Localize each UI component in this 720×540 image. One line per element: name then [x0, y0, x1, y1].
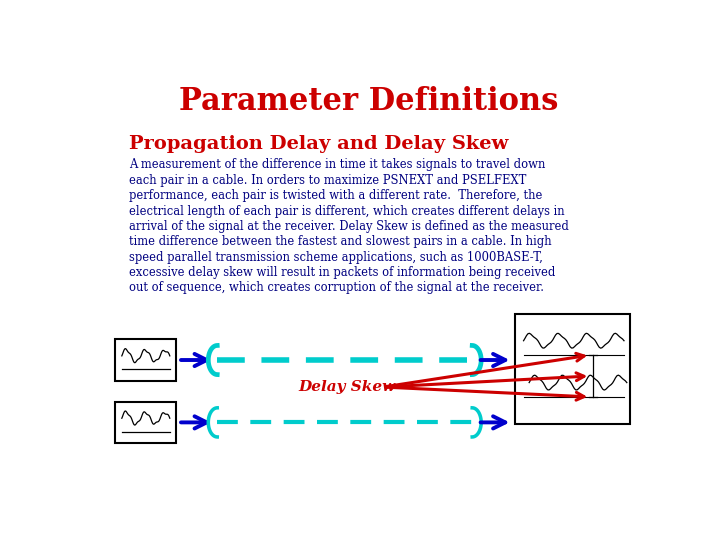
Text: A measurement of the difference in time it takes signals to travel down: A measurement of the difference in time … — [129, 158, 546, 171]
Bar — [115, 402, 176, 443]
Text: excessive delay skew will result in packets of information being received: excessive delay skew will result in pack… — [129, 266, 555, 279]
Text: time difference between the fastest and slowest pairs in a cable. In high: time difference between the fastest and … — [129, 235, 552, 248]
Text: performance, each pair is twisted with a different rate.  Therefore, the: performance, each pair is twisted with a… — [129, 189, 542, 202]
Text: each pair in a cable. In orders to maximize PSNEXT and PSELFEXT: each pair in a cable. In orders to maxim… — [129, 174, 526, 187]
Text: arrival of the signal at the receiver. Delay Skew is defined as the measured: arrival of the signal at the receiver. D… — [129, 220, 569, 233]
Text: Delay Skew: Delay Skew — [298, 380, 395, 394]
Bar — [516, 314, 629, 424]
Text: speed parallel transmission scheme applications, such as 1000BASE-T,: speed parallel transmission scheme appli… — [129, 251, 543, 264]
Text: Propagation Delay and Delay Skew: Propagation Delay and Delay Skew — [129, 136, 508, 153]
Text: out of sequence, which creates corruption of the signal at the receiver.: out of sequence, which creates corruptio… — [129, 281, 544, 294]
Text: Parameter Definitions: Parameter Definitions — [179, 85, 559, 117]
Bar — [115, 339, 176, 381]
Text: electrical length of each pair is different, which creates different delays in: electrical length of each pair is differ… — [129, 205, 564, 218]
